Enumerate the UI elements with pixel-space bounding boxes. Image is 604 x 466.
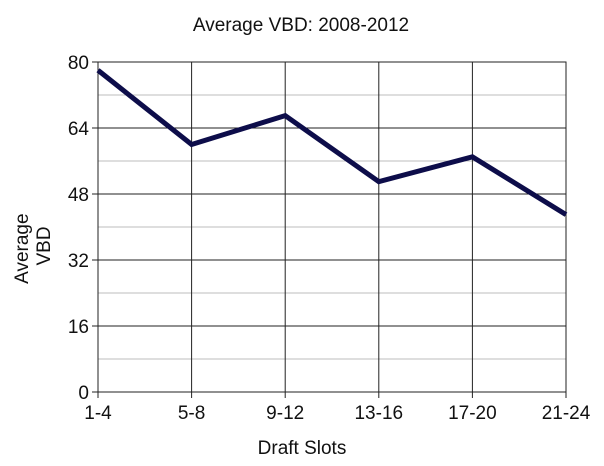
grid-lines <box>97 61 567 393</box>
y-tick-label: 64 <box>68 119 90 140</box>
x-tick-label: 9-12 <box>266 403 304 424</box>
y-tick-label: 16 <box>68 317 89 338</box>
x-tick-label: 5-8 <box>178 403 205 424</box>
x-tick-label: 21-24 <box>542 403 591 424</box>
x-tick-label: 13-16 <box>354 403 403 424</box>
y-axis-label: Average VBD <box>12 208 55 284</box>
y-axis-label-line-2: VBD <box>34 226 55 265</box>
y-tick-label: 48 <box>68 185 89 206</box>
plot-area-border <box>97 61 567 393</box>
x-tick-label: 17-20 <box>448 403 497 424</box>
series-group <box>96 68 568 217</box>
x-axis-ticks: 1-4 5-8 9-12 13-16 17-20 21-24 <box>84 392 591 424</box>
y-axis-label-line-1: Average <box>12 213 33 283</box>
y-tick-label: 80 <box>68 53 89 74</box>
series-line <box>96 68 568 217</box>
y-tick-label: 0 <box>78 383 89 404</box>
chart-title: Average VBD: 2008-2012 <box>193 15 409 36</box>
y-tick-label: 32 <box>68 251 89 272</box>
y-axis-ticks: 0 16 32 48 64 80 <box>68 53 98 404</box>
x-tick-label: 1-4 <box>84 403 112 424</box>
x-axis-label: Draft Slots <box>258 438 347 459</box>
